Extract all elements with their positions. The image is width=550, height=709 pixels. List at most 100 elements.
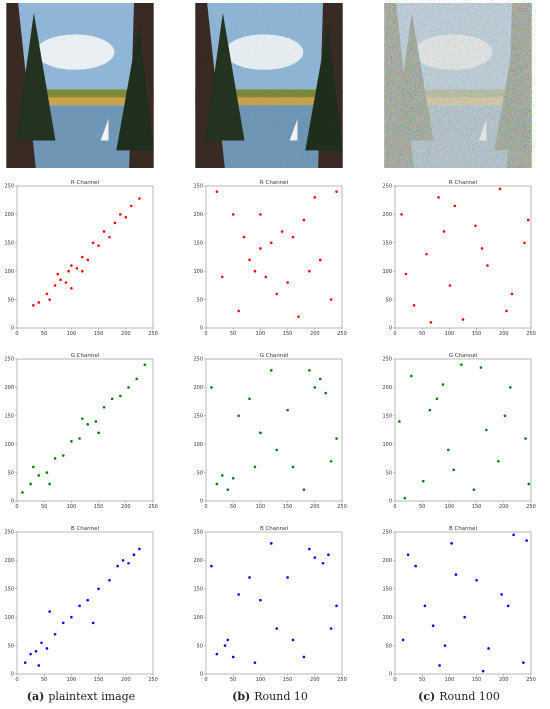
- point: [335, 190, 338, 193]
- point: [400, 213, 403, 216]
- y-tick-label: 200: [382, 212, 392, 218]
- plaintext-image: [6, 3, 154, 168]
- x-tick-label: 100: [445, 331, 455, 337]
- chart-title: B Channel: [71, 526, 100, 532]
- point: [313, 386, 317, 389]
- point: [474, 224, 477, 228]
- point: [308, 547, 311, 551]
- point: [505, 309, 508, 313]
- point: [291, 638, 295, 642]
- x-tick-label: 50: [41, 504, 47, 510]
- x-tick-label: 150: [94, 331, 104, 337]
- x-tick-label: 50: [41, 677, 47, 683]
- point: [91, 621, 95, 625]
- point: [302, 488, 306, 491]
- y-tick-label: 250: [4, 184, 14, 190]
- point: [525, 539, 528, 542]
- point: [503, 414, 507, 418]
- point: [138, 547, 141, 551]
- chart-title: R Channel: [71, 180, 100, 186]
- x-tick-label: 100: [67, 504, 77, 510]
- y-tick-label: 50: [386, 297, 392, 303]
- point: [102, 230, 106, 233]
- point: [97, 587, 100, 591]
- point: [102, 405, 106, 409]
- point: [37, 474, 41, 477]
- point: [453, 204, 457, 208]
- x-tick-label: 0: [15, 677, 18, 683]
- x-tick-label: 200: [121, 504, 131, 510]
- point: [127, 561, 130, 565]
- plot-frame: [394, 531, 532, 675]
- x-tick-label: 250: [337, 331, 347, 337]
- point: [497, 459, 500, 463]
- point: [129, 204, 133, 208]
- point: [269, 369, 273, 372]
- chart-title: B Channel: [260, 526, 289, 532]
- x-tick-label: 250: [148, 677, 158, 683]
- point: [231, 213, 235, 216]
- point: [45, 292, 49, 296]
- point: [318, 258, 322, 262]
- y-tick-label: 100: [193, 269, 203, 275]
- point: [428, 408, 432, 412]
- point: [48, 298, 51, 301]
- point: [523, 241, 526, 245]
- point: [275, 627, 279, 630]
- x-tick-label: 50: [419, 677, 425, 683]
- plot-frame: [16, 531, 154, 675]
- y-tick-label: 250: [382, 357, 392, 363]
- y-tick-label: 250: [193, 357, 203, 363]
- y-tick-label: 150: [4, 414, 14, 420]
- point: [259, 598, 262, 602]
- point: [485, 428, 488, 432]
- x-tick-label: 150: [472, 331, 482, 337]
- point: [226, 638, 230, 642]
- point: [429, 321, 433, 324]
- plot-frame: [394, 358, 532, 502]
- point: [110, 397, 114, 401]
- point: [124, 215, 128, 219]
- point: [253, 465, 257, 469]
- point: [308, 269, 311, 273]
- point: [32, 465, 35, 469]
- y-tick-label: 200: [382, 385, 392, 391]
- x-tick-label: 200: [499, 504, 509, 510]
- point: [286, 576, 289, 579]
- point: [335, 437, 338, 440]
- point: [67, 269, 70, 273]
- x-tick-label: 200: [310, 331, 320, 337]
- point: [460, 363, 463, 366]
- y-tick-label: 150: [193, 414, 203, 420]
- chart-title: R Channel: [449, 180, 478, 186]
- plot-frame: [205, 358, 343, 502]
- point: [242, 235, 246, 239]
- y-tick-label: 200: [4, 558, 14, 564]
- scatter-chart: R Channel 0 50 100 150 200 250 0 50 100 150 200 250: [382, 180, 535, 337]
- point: [78, 604, 81, 608]
- point: [403, 496, 407, 500]
- plot-frame: [205, 185, 343, 329]
- point: [21, 491, 24, 494]
- chart-title: R Channel: [260, 180, 289, 186]
- point: [253, 269, 257, 273]
- point: [121, 559, 125, 562]
- y-tick-label: 100: [193, 442, 203, 448]
- point: [475, 578, 478, 582]
- caption-text: Round 10: [254, 690, 308, 703]
- caption: (b) Round 10: [232, 690, 308, 703]
- scatter-chart: B Channel 0 50 100 150 200 250 0 50 100 150 200 250: [193, 526, 346, 683]
- x-tick-label: 50: [230, 504, 236, 510]
- point: [70, 440, 73, 443]
- point: [487, 647, 490, 650]
- point: [226, 488, 230, 491]
- point: [248, 397, 251, 401]
- point: [509, 386, 512, 389]
- y-tick-label: 100: [193, 615, 203, 621]
- point: [269, 542, 273, 545]
- y-tick-label: 150: [382, 587, 392, 593]
- x-tick-label: 100: [67, 677, 77, 683]
- point: [275, 292, 279, 296]
- point: [313, 196, 317, 199]
- y-tick-label: 50: [197, 643, 203, 649]
